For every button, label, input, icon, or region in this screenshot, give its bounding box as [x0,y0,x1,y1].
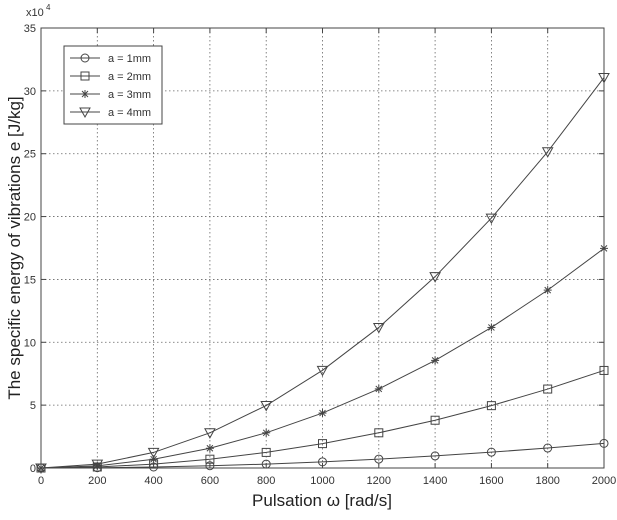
data-point [205,444,214,453]
data-point [372,322,385,334]
y-multiplier-exponent: 4 [46,3,51,12]
star-stroke [206,444,214,452]
legend: a = 1mm a = 2mm a = 3mm a = 4mm [63,45,163,125]
axes: 0 200 400 600 800 1000 1200 1400 1600 1800 2000 0 5 1… [24,23,616,487]
x-tick-label: 0 [38,475,44,487]
data-point [318,457,327,467]
data-point [541,147,554,158]
y-tick-label: 5 [30,400,36,412]
data-point [205,461,215,471]
data-point [374,428,384,438]
data-point [91,459,104,471]
data-point [599,365,609,375]
y-axis-label: The specific energy of vibrations e [J/k… [5,96,24,399]
data-point [600,244,608,253]
series-line [40,77,605,469]
data-point [485,213,498,225]
x-tick-label: 2000 [592,475,616,487]
legend-item: a = 1mm [70,53,151,65]
data-point [147,447,160,459]
y-tick-label: 30 [24,86,36,98]
data-point [543,443,553,453]
star-stroke [488,324,495,331]
data-point [261,447,271,457]
star-stroke [544,286,552,294]
series-1 [36,438,609,473]
data-point [429,272,441,283]
x-tick-label: 600 [201,475,219,487]
legend-label: a = 4mm [108,107,151,119]
legend-marker [80,71,90,81]
data-point [260,401,273,412]
star-stroke [81,90,89,98]
data-point [486,447,496,457]
legend-marker [80,53,90,63]
legend-label: a = 1mm [108,53,151,65]
data-point [374,454,384,464]
data-point [543,286,552,295]
legend-label: a = 2mm [108,71,151,83]
y-tick-label: 35 [24,23,36,35]
grid [41,28,604,468]
x-tick-label: 200 [88,475,106,487]
star-stroke [150,455,157,463]
data-point [35,463,47,475]
data-point [430,415,440,425]
data-point [261,459,271,469]
series-group [35,73,610,475]
y-tick-label: 15 [24,274,36,286]
legend-marker [81,90,89,98]
data-point [430,451,440,461]
x-tick-label: 1000 [310,475,334,487]
legend-item: a = 3mm [70,89,151,101]
x-tick-label: 1800 [535,475,559,487]
star-stroke [431,357,439,364]
legend-item: a = 4mm [70,107,151,119]
y-tick-label: 25 [24,149,36,161]
x-axis-label: Pulsation ω [rad/s] [252,491,392,510]
series-line [40,442,605,469]
series-3 [37,244,608,472]
star-stroke [375,385,383,393]
series-line [40,369,605,469]
star-stroke [319,409,326,417]
data-point [543,384,553,394]
data-point [599,438,609,448]
data-point [374,384,383,393]
x-tick-label: 1600 [479,475,503,487]
legend-box [63,45,163,125]
data-point [486,401,496,411]
data-point [487,323,496,332]
x-tick-label: 400 [144,475,162,487]
data-point [318,439,327,449]
series-4 [35,73,610,475]
data-point [205,454,215,464]
y-tick-label: 10 [24,337,36,349]
data-point [316,365,329,377]
y-tick-label: 0 [30,463,36,475]
legend-label: a = 3mm [108,89,151,101]
x-tick-label: 1400 [423,475,447,487]
data-point [204,428,216,439]
data-point [431,356,440,365]
data-point [598,73,610,84]
legend-item: a = 2mm [70,71,151,83]
data-point [262,428,271,437]
y-tick-label: 20 [24,212,36,224]
x-tick-label: 1200 [367,475,391,487]
legend-marker [79,107,91,119]
data-point [318,409,327,418]
star-stroke [262,429,270,437]
y-multiplier-label: x10 [26,7,44,19]
star-stroke [600,245,608,252]
x-tick-label: 800 [257,475,275,487]
